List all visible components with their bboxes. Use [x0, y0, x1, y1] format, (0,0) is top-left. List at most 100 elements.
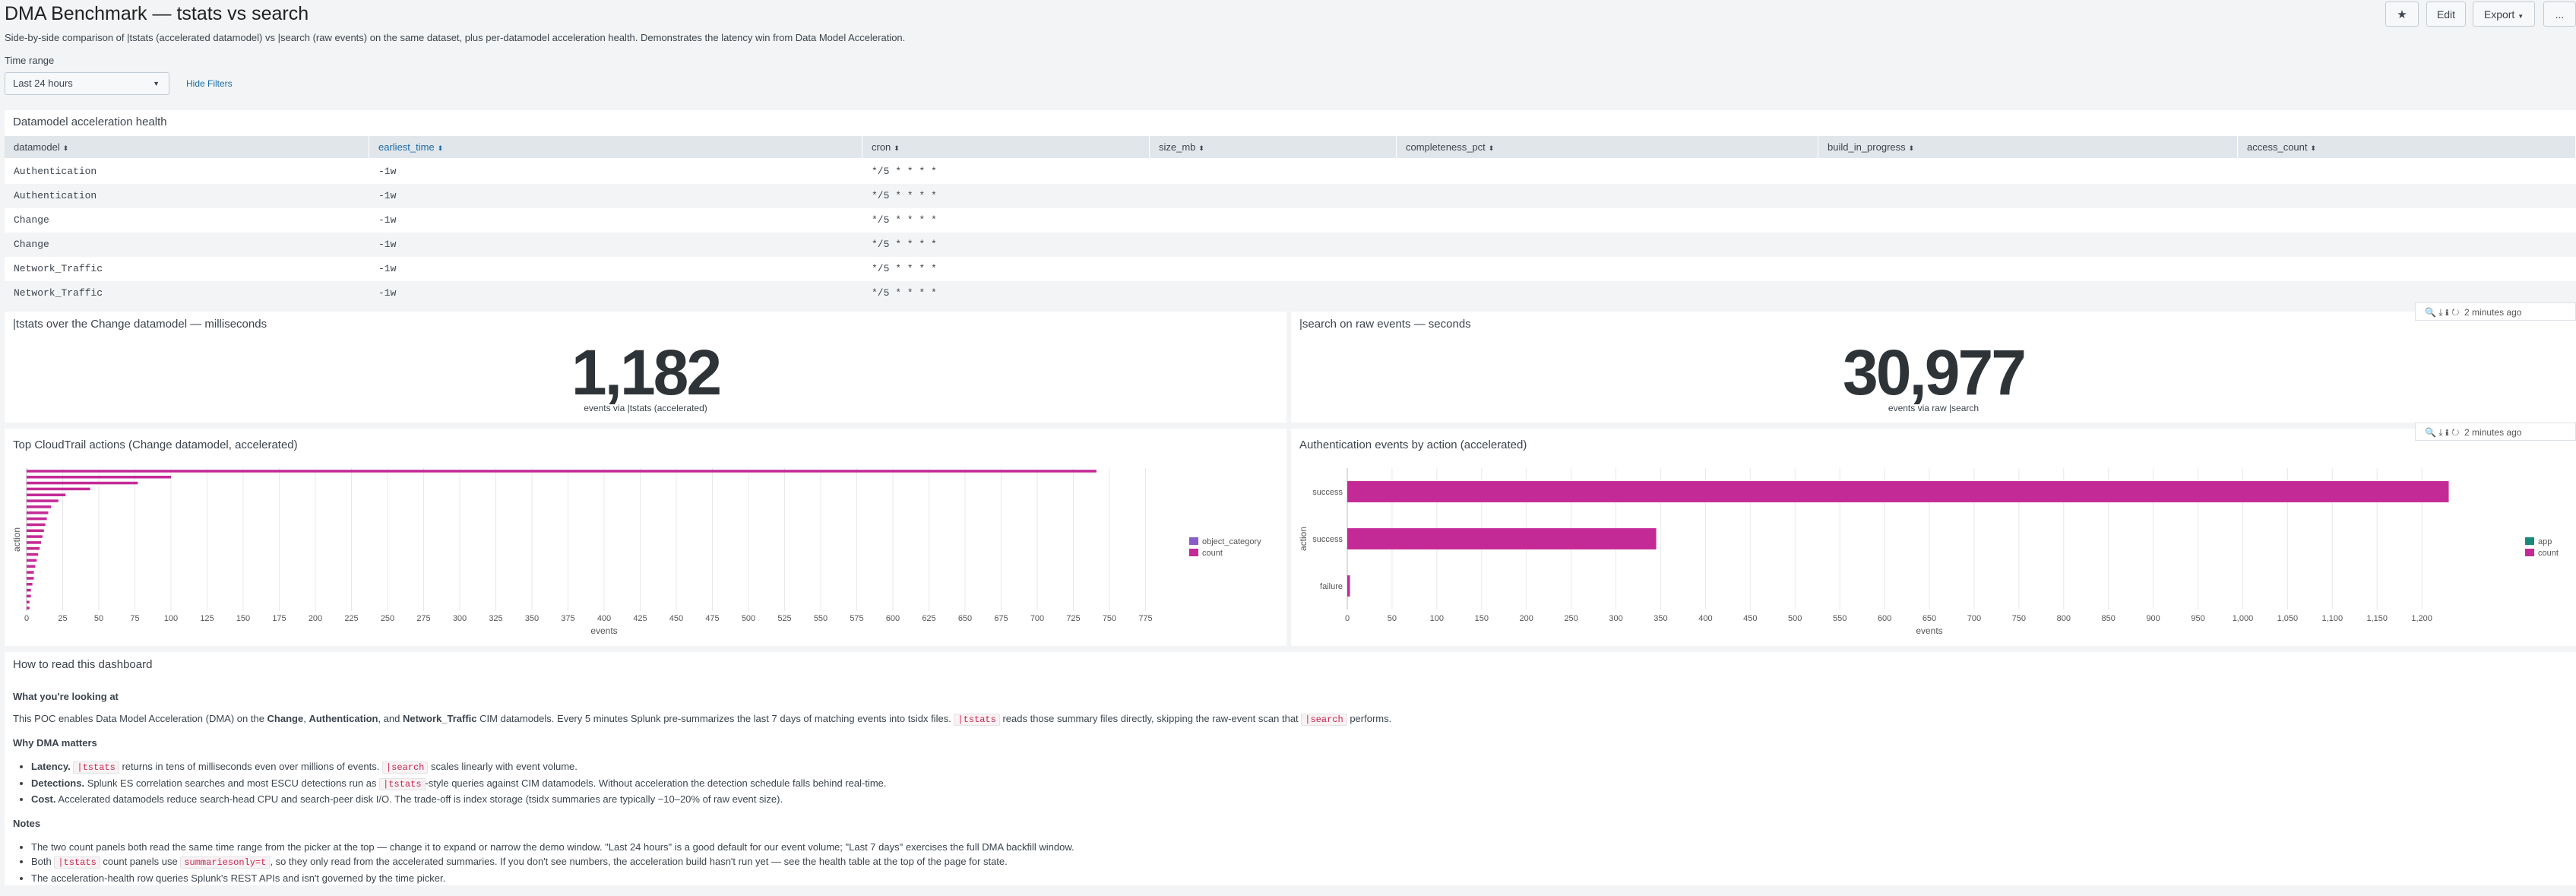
inline-code: |tstats: [54, 856, 100, 869]
panel-toolbar[interactable]: 🔍 ⤓ ℹ ↻ 2 minutes ago: [2415, 302, 2576, 321]
column-header-label: build_in_progress: [1828, 141, 1906, 153]
table-cell: Authentication: [14, 190, 97, 201]
text: ,: [303, 713, 309, 724]
docs-title: How to read this dashboard: [13, 658, 153, 671]
sort-icon: ⬍: [894, 144, 900, 152]
x-tick-label: 1,100: [2322, 614, 2343, 623]
x-tick-label: 400: [1698, 614, 1712, 623]
x-tick-label: 375: [561, 614, 574, 623]
text: This POC enables Data Model Acceleration…: [13, 713, 267, 724]
table-cell: -1w: [378, 239, 397, 250]
bar: [27, 493, 66, 497]
x-tick-label: 600: [886, 614, 900, 623]
text: Splunk ES correlation searches and most …: [84, 777, 380, 789]
edit-button[interactable]: Edit: [2426, 2, 2466, 27]
text: performs.: [1347, 713, 1392, 724]
column-header-label: access_count: [2247, 141, 2308, 153]
x-tick-label: 500: [1788, 614, 1802, 623]
text: reads those summary files directly, skip…: [999, 713, 1302, 724]
bold-text: Latency.: [31, 761, 71, 772]
bullet: Cost. Accelerated datamodels reduce sear…: [31, 792, 2559, 807]
x-tick-label: 1,150: [2366, 614, 2388, 623]
inline-code: |tstats: [73, 761, 119, 774]
x-tick-label: 625: [922, 614, 935, 623]
inline-code: |tstats: [954, 714, 1000, 726]
text: Both: [31, 856, 55, 867]
bullet: Detections. Splunk ES correlation search…: [31, 776, 2559, 793]
single-value: 1,182: [571, 337, 722, 408]
x-tick-label: 75: [130, 614, 139, 623]
bold-text: Authentication: [309, 713, 378, 724]
bar: [27, 511, 49, 514]
x-tick-label: 25: [58, 614, 67, 623]
text: returns in tens of milliseconds even ove…: [119, 761, 382, 772]
x-tick-label: 150: [1475, 614, 1489, 623]
x-tick-label: 1,050: [2277, 614, 2299, 623]
hide-filters-link[interactable]: Hide Filters: [186, 78, 233, 89]
x-tick-label: 50: [1388, 614, 1397, 623]
bar: [27, 470, 1097, 473]
y-tick-label: success: [1312, 488, 1343, 497]
table-cell: */5 * * * *: [872, 287, 937, 299]
export-button[interactable]: Export ▼: [2473, 2, 2535, 27]
y-tick-label: failure: [1320, 582, 1343, 591]
x-tick-label: 525: [777, 614, 791, 623]
table-cell: */5 * * * *: [872, 214, 937, 226]
chart-panel: [5, 429, 1286, 646]
table-cell: -1w: [378, 287, 397, 299]
bullet: The two count panels both read the same …: [31, 840, 2559, 855]
text: scales linearly with event volume.: [428, 761, 578, 772]
x-tick-label: 100: [164, 614, 178, 623]
sort-icon: ⬍: [1908, 144, 1915, 152]
x-tick-label: 1,000: [2233, 614, 2254, 623]
x-tick-label: 250: [1564, 614, 1578, 623]
x-tick-label: 800: [2057, 614, 2071, 623]
x-tick-label: 700: [1030, 614, 1044, 623]
x-tick-label: 475: [705, 614, 719, 623]
y-tick-label: success: [1312, 535, 1343, 544]
bullet-list: The two count panels both read the same …: [13, 840, 2559, 886]
text: , so they only read from the accelerated…: [270, 856, 1008, 867]
sort-icon: ⬍: [437, 144, 444, 152]
sort-icon: ⬍: [62, 144, 69, 152]
x-tick-label: 1,200: [2411, 614, 2432, 623]
bar: [1347, 481, 2449, 502]
more-button[interactable]: ...: [2543, 2, 2576, 27]
single-caption: events via raw |search: [1888, 403, 1979, 413]
export-label: Export: [2483, 8, 2515, 21]
caret: ▼: [2517, 13, 2524, 20]
bar: [27, 571, 34, 574]
x-tick-label: 100: [1430, 614, 1444, 623]
table-cell: -1w: [378, 166, 397, 177]
bullet: Both |tstats count panels use summarieso…: [31, 854, 2559, 871]
bar: [27, 499, 59, 502]
inline-code: summariesonly=t: [180, 856, 271, 869]
favorite-button[interactable]: ★: [2385, 2, 2419, 27]
section-heading: What you're looking at: [13, 691, 119, 702]
y-axis-label: action: [1298, 527, 1309, 551]
table-row: [5, 257, 2576, 281]
x-tick-label: 325: [489, 614, 502, 623]
bullet-list: Latency. |tstats returns in tens of mill…: [13, 759, 2559, 807]
table-row: [5, 281, 2576, 306]
column-header: cron ⬍: [862, 136, 1150, 158]
panel-title: |tstats over the Change datamodel — mill…: [13, 318, 267, 331]
x-tick-label: 50: [94, 614, 103, 623]
panel-toolbar[interactable]: 🔍 ⤓ ℹ ↻ 2 minutes ago: [2415, 423, 2576, 441]
table-row: [5, 184, 2576, 208]
docs-panel: [5, 652, 2576, 885]
x-tick-label: 225: [344, 614, 358, 623]
text: , and: [378, 713, 403, 724]
chart-title: Authentication events by action (acceler…: [1299, 439, 1527, 451]
bar: [27, 481, 138, 485]
x-tick-label: 750: [1103, 614, 1116, 623]
bar: [27, 588, 31, 592]
time-picker[interactable]: Last 24 hours ▼: [5, 72, 169, 95]
x-tick-label: 650: [1923, 614, 1936, 623]
table-cell: Change: [14, 239, 49, 250]
text: -style queries against CIM datamodels. W…: [425, 777, 887, 789]
paragraph: This POC enables Data Model Acceleration…: [13, 713, 2559, 726]
x-tick-label: 700: [1967, 614, 1981, 623]
bar: [27, 487, 90, 491]
